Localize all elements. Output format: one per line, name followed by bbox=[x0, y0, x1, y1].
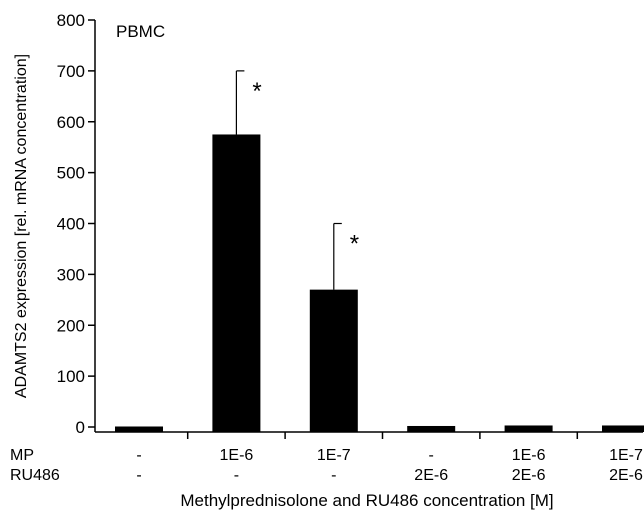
category-label-mp: 1E-6 bbox=[220, 447, 254, 464]
category-label-ru486: - bbox=[234, 467, 239, 484]
y-tick-label: 700 bbox=[57, 62, 85, 81]
category-label-mp: - bbox=[429, 447, 434, 464]
bars bbox=[115, 134, 644, 432]
category-labels: - - 1E-6 - 1E-7 - - 2E-6 1E-6 2E-6 1E-7 2E-6 bbox=[136, 447, 643, 484]
bar bbox=[309, 289, 358, 432]
y-tick-label: 0 bbox=[76, 418, 85, 437]
y-tick-label: 500 bbox=[57, 164, 85, 183]
category-label-ru486: - bbox=[136, 467, 141, 484]
category-label-mp: 1E-7 bbox=[317, 447, 351, 464]
significance-asterisk: * bbox=[252, 78, 261, 105]
y-tick-label: 100 bbox=[57, 367, 85, 386]
y-tick-label: 600 bbox=[57, 113, 85, 132]
category-label-ru486: 2E-6 bbox=[512, 467, 546, 484]
row-label-mp: MP bbox=[10, 447, 34, 464]
y-tick-label: 800 bbox=[57, 11, 85, 30]
bar bbox=[504, 425, 553, 432]
y-tick-label: 200 bbox=[57, 316, 85, 335]
bar bbox=[115, 426, 163, 432]
bar bbox=[212, 134, 261, 432]
significance-markers: ** bbox=[252, 78, 359, 258]
category-label-ru486: 2E-6 bbox=[414, 467, 448, 484]
category-label-mp: - bbox=[136, 447, 141, 464]
panel-label: PBMC bbox=[116, 22, 165, 41]
x-axis-ticks bbox=[186, 432, 579, 439]
row-label-ru486: RU486 bbox=[10, 467, 60, 484]
category-label-ru486: - bbox=[331, 467, 336, 484]
error-bars bbox=[235, 70, 342, 290]
bar bbox=[407, 425, 456, 432]
x-axis-label: Methylprednisolone and RU486 concentrati… bbox=[180, 491, 553, 510]
significance-asterisk: * bbox=[350, 231, 359, 258]
y-axis-label: ADAMTS2 expression [rel. mRNA concentrat… bbox=[13, 54, 30, 398]
y-axis-ticks: 0 100 200 300 400 500 600 700 800 bbox=[57, 11, 95, 437]
bar bbox=[602, 425, 644, 432]
y-tick-label: 300 bbox=[57, 265, 85, 284]
category-label-ru486: 2E-6 bbox=[609, 467, 643, 484]
category-label-mp: 1E-6 bbox=[512, 447, 546, 464]
category-label-mp: 1E-7 bbox=[609, 447, 643, 464]
y-tick-label: 400 bbox=[57, 215, 85, 234]
